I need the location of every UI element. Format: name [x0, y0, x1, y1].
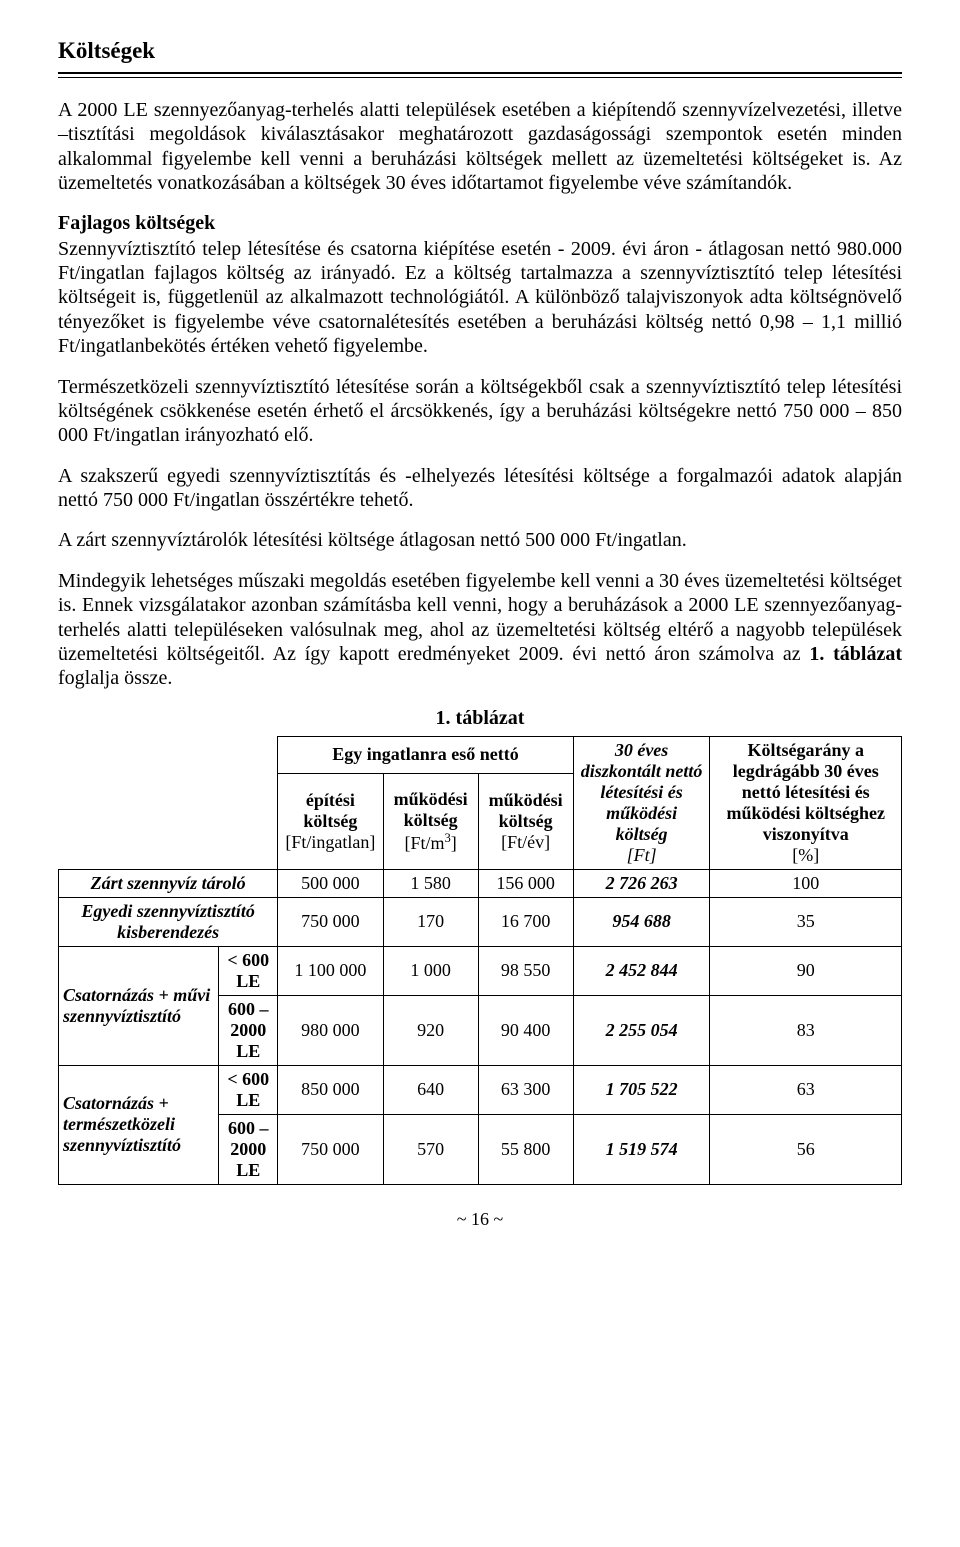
- col1-unit: [Ft/ingatlan]: [285, 832, 375, 852]
- table-row: Csatornázás + természetközeli szennyvízt…: [59, 1065, 902, 1114]
- group-label: Csatornázás + művi szennyvíztisztító: [59, 946, 219, 1065]
- group-label: Csatornázás + természetközeli szennyvízt…: [59, 1065, 219, 1184]
- col4-unit: [Ft]: [627, 845, 657, 865]
- cell: 1 100 000: [278, 946, 383, 995]
- para6-part-a: Mindegyik lehetséges műszaki megoldás es…: [58, 570, 902, 665]
- cost-table: Egy ingatlanra eső nettó 30 éves diszkon…: [58, 736, 902, 1185]
- cell: 954 688: [573, 897, 710, 946]
- cell: 90: [710, 946, 902, 995]
- col5-text: Költségarány a legdrágább 30 éves nettó …: [726, 740, 885, 844]
- cell: 83: [710, 995, 902, 1065]
- cell: 920: [383, 995, 478, 1065]
- col5-unit: [%]: [792, 845, 819, 865]
- col2-unit-a: [Ft/m: [404, 833, 444, 853]
- page: Költségek A 2000 LE szennyezőanyag-terhe…: [0, 0, 960, 1268]
- col4-text: 30 éves diszkontált nettó létesítési és …: [581, 740, 703, 844]
- cell: 1 705 522: [573, 1065, 710, 1114]
- col2-unit: [Ft/m3]: [404, 833, 456, 853]
- cell: 980 000: [278, 995, 383, 1065]
- col-head-3: működési költség [Ft/év]: [478, 774, 573, 870]
- sub-label: < 600 LE: [219, 1065, 278, 1114]
- sub-label: 600 – 2000 LE: [219, 1114, 278, 1184]
- table-caption: 1. táblázat: [58, 707, 902, 730]
- para6-part-c: foglalja össze.: [58, 667, 172, 689]
- table-row: Egyedi szennyvíztisztító kisberendezés 7…: [59, 897, 902, 946]
- sub-label: < 600 LE: [219, 946, 278, 995]
- cell: 1 580: [383, 869, 478, 897]
- row-label: Zárt szennyvíz tároló: [59, 869, 278, 897]
- row-label: Egyedi szennyvíztisztító kisberendezés: [59, 897, 278, 946]
- cell: 750 000: [278, 897, 383, 946]
- horizontal-rule: [58, 72, 902, 78]
- table-row: Csatornázás + művi szennyvíztisztító < 6…: [59, 946, 902, 995]
- cell: 170: [383, 897, 478, 946]
- cell: 16 700: [478, 897, 573, 946]
- paragraph-table-ref: Mindegyik lehetséges műszaki megoldás es…: [58, 569, 902, 691]
- cell: 850 000: [278, 1065, 383, 1114]
- col1-text: építési költség: [303, 790, 357, 831]
- cell: 500 000: [278, 869, 383, 897]
- cell: 2 726 263: [573, 869, 710, 897]
- cell: 100: [710, 869, 902, 897]
- cell: 2 255 054: [573, 995, 710, 1065]
- cell: 98 550: [478, 946, 573, 995]
- col-head-4: 30 éves diszkontált nettó létesítési és …: [573, 736, 710, 869]
- page-title: Költségek: [58, 38, 902, 64]
- cell: 90 400: [478, 995, 573, 1065]
- col2-unit-b: ]: [451, 833, 457, 853]
- table-row: Zárt szennyvíz tároló 500 000 1 580 156 …: [59, 869, 902, 897]
- section-heading-fajlagos: Fajlagos költségek: [58, 212, 902, 235]
- paragraph-fajlagos-1: Szennyvíztisztító telep létesítése és cs…: [58, 237, 902, 359]
- cell: 63: [710, 1065, 902, 1114]
- cell: 570: [383, 1114, 478, 1184]
- col3-text: működési költség: [489, 790, 563, 831]
- cell: 750 000: [278, 1114, 383, 1184]
- cell: 63 300: [478, 1065, 573, 1114]
- cell: 156 000: [478, 869, 573, 897]
- paragraph-fajlagos-2: Természetközeli szennyvíztisztító létesí…: [58, 375, 902, 448]
- col3-unit: [Ft/év]: [501, 832, 550, 852]
- paragraph-fajlagos-3: A szakszerű egyedi szennyvíztisztítás és…: [58, 464, 902, 513]
- col-group-head: Egy ingatlanra eső nettó: [278, 736, 573, 773]
- cell: 55 800: [478, 1114, 573, 1184]
- cell: 2 452 844: [573, 946, 710, 995]
- para6-bold: 1. táblázat: [809, 643, 902, 665]
- cell: 1 000: [383, 946, 478, 995]
- paragraph-intro: A 2000 LE szennyezőanyag-terhelés alatti…: [58, 98, 902, 196]
- cell: 56: [710, 1114, 902, 1184]
- col-head-1: építési költség [Ft/ingatlan]: [278, 774, 383, 870]
- col-head-2: működési költség [Ft/m3]: [383, 774, 478, 870]
- table-header-row-1: Egy ingatlanra eső nettó 30 éves diszkon…: [59, 736, 902, 773]
- col2-text: működési költség: [394, 789, 468, 830]
- sub-label: 600 – 2000 LE: [219, 995, 278, 1065]
- page-number: ~ 16 ~: [58, 1209, 902, 1230]
- cell: 35: [710, 897, 902, 946]
- paragraph-fajlagos-4: A zárt szennyvíztárolók létesítési költs…: [58, 528, 902, 552]
- cell: 1 519 574: [573, 1114, 710, 1184]
- cell: 640: [383, 1065, 478, 1114]
- col-head-5: Költségarány a legdrágább 30 éves nettó …: [710, 736, 902, 869]
